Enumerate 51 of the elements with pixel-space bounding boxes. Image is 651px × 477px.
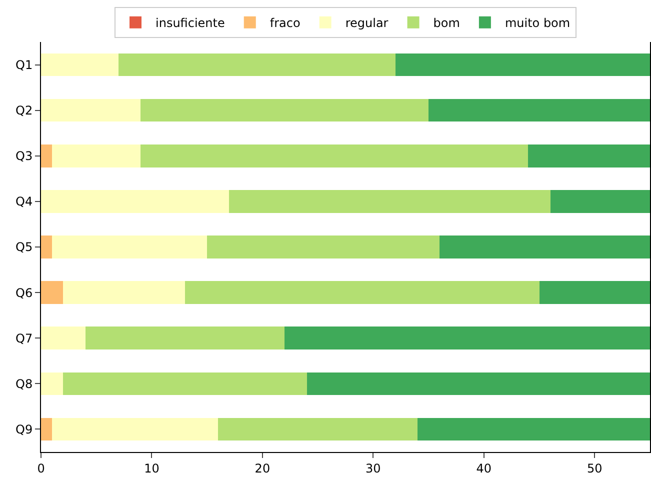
legend-label: regular [345, 16, 388, 30]
bar [41, 190, 230, 213]
bar [41, 144, 52, 168]
bar [440, 236, 650, 258]
y-tick-label: Q5 [16, 240, 33, 254]
legend-label: insuficiente [156, 16, 225, 30]
bar [41, 281, 64, 304]
x-tick-label: 30 [366, 461, 381, 476]
bar [417, 418, 650, 441]
legend-label: fraco [270, 16, 300, 30]
y-tick-label: Q8 [16, 376, 33, 391]
x-tick-label: 10 [144, 461, 160, 476]
bar [539, 281, 650, 304]
bar [395, 53, 650, 76]
y-tick-label: Q6 [16, 286, 33, 300]
bar [41, 236, 52, 258]
bar [118, 53, 396, 76]
bar [528, 144, 650, 168]
y-tick-label: Q9 [16, 422, 33, 436]
y-tick-label: Q2 [16, 104, 33, 118]
bar [41, 53, 119, 76]
legend-label: bom [433, 16, 460, 30]
bar [140, 144, 528, 168]
legend-label: muito bom [504, 16, 570, 30]
bar [306, 372, 650, 396]
x-tick-label: 50 [587, 461, 602, 476]
bar [41, 418, 52, 441]
x-tick-label: 40 [476, 461, 492, 476]
y-tick-label: Q3 [16, 149, 33, 164]
bar [52, 144, 141, 168]
y-tick-label: Q4 [16, 194, 33, 209]
bar [218, 418, 418, 441]
bar [85, 326, 285, 350]
y-tick-label: Q7 [16, 331, 33, 346]
bar [41, 372, 64, 396]
bar [140, 98, 429, 122]
bar [229, 190, 550, 213]
y-tick-label: Q1 [16, 58, 33, 72]
bar [52, 236, 208, 258]
bar [41, 326, 86, 350]
bar [207, 236, 440, 258]
x-tick-label: 0 [37, 461, 45, 476]
bar [428, 98, 650, 122]
bar [52, 418, 218, 441]
bar [284, 326, 650, 350]
bar [41, 98, 141, 122]
bar [184, 281, 540, 304]
bar [63, 372, 307, 396]
bar [550, 190, 650, 213]
bar [63, 281, 185, 304]
x-tick-label: 20 [254, 461, 270, 476]
